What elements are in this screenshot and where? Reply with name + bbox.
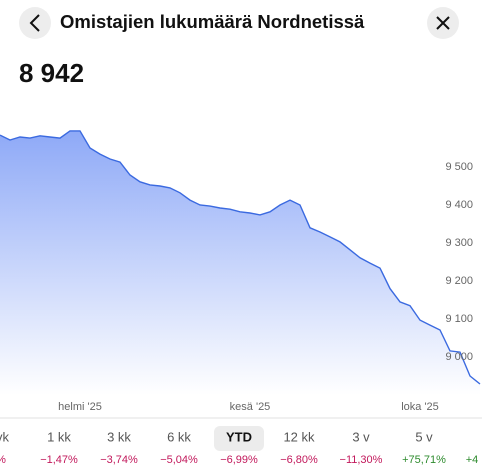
period-label[interactable]: 3 kk	[107, 429, 131, 444]
period-label[interactable]: 12 kk	[283, 429, 315, 444]
close-icon[interactable]	[436, 16, 450, 30]
back-button[interactable]	[19, 7, 51, 39]
y-tick-label: 9 500	[445, 161, 473, 173]
current-value: 8 942	[19, 58, 84, 88]
back-icon[interactable]	[29, 14, 40, 32]
period-change: −6,80%	[280, 454, 318, 466]
y-tick-label: 9 400	[445, 199, 473, 211]
period-label[interactable]: 6 kk	[167, 429, 191, 444]
period-change: +75,71%	[402, 454, 446, 466]
period-change: −11,30%	[340, 454, 383, 466]
page-title: Omistajien lukumäärä Nordnetissä	[60, 11, 365, 32]
period-tabs: vk 0% 1 kk −1,47% 3 kk −3,74% 6 kk −5,04% YTD −6,…	[0, 429, 478, 465]
period-change: −5,04%	[160, 454, 198, 466]
selected-tab-bg	[214, 426, 264, 451]
y-tick-label: 9 300	[445, 237, 473, 249]
period-change: −6,99%	[220, 454, 258, 466]
back-circle[interactable]	[19, 7, 51, 39]
period-label[interactable]: 3 v	[352, 429, 370, 444]
period-change: −1,47%	[40, 454, 78, 466]
y-tick-label: 9 000	[445, 351, 473, 363]
period-label[interactable]: YTD	[226, 429, 252, 444]
y-tick-label: 9 100	[445, 313, 473, 325]
x-tick-label: loka '25	[401, 401, 439, 413]
period-label[interactable]: vk	[0, 429, 10, 444]
period-label[interactable]: 5 v	[415, 429, 433, 444]
period-change: −3,74%	[100, 454, 138, 466]
data-line	[0, 130, 481, 385]
area-fill	[0, 130, 480, 395]
close-button[interactable]	[427, 7, 459, 39]
x-tick-label: helmi '25	[58, 401, 102, 413]
period-change: 0%	[0, 454, 6, 466]
x-tick-label: kesä '25	[230, 401, 271, 413]
y-tick-label: 9 200	[445, 275, 473, 287]
period-label[interactable]: 1 kk	[47, 429, 71, 444]
period-change: +4	[466, 454, 479, 466]
chart: 9 000 9 100 9 200 9 300 9 400 9 500 helmi '25 k…	[0, 130, 481, 413]
